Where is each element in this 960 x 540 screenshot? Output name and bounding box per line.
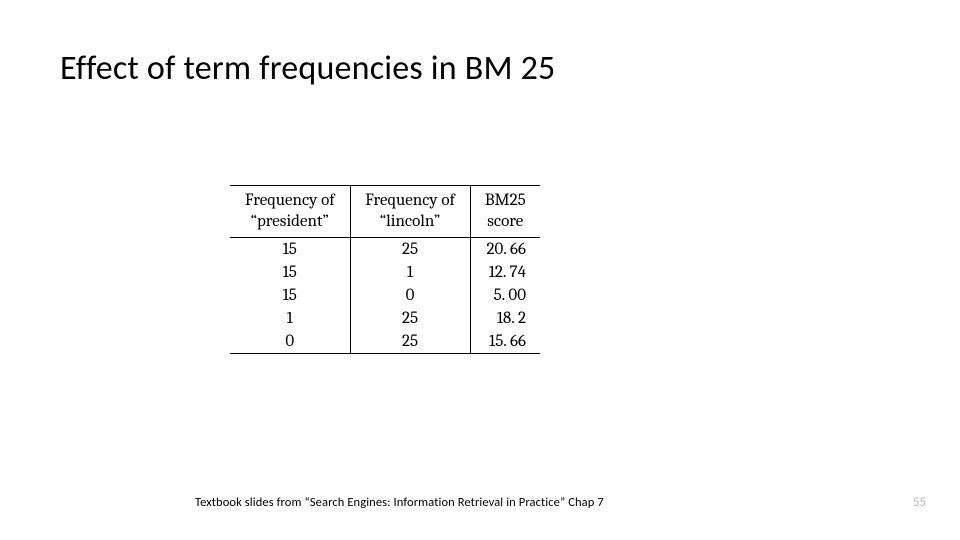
cell-score: 18. 2	[470, 307, 540, 330]
cell-lincoln: 0	[350, 284, 470, 307]
col-header-president: Frequency of “president”	[230, 186, 350, 238]
cell-score: 15. 66	[470, 330, 540, 354]
col-header-score-line1: BM25	[481, 190, 531, 211]
col-header-president-line1: Frequency of	[240, 190, 340, 211]
cell-president: 0	[230, 330, 350, 354]
table-row: 15 25 20. 66	[230, 237, 540, 261]
cell-lincoln: 1	[350, 261, 470, 284]
page-number: 55	[913, 495, 926, 510]
cell-score: 5. 00	[470, 284, 540, 307]
table-row: 0 25 15. 66	[230, 330, 540, 354]
table-row: 15 1 12. 74	[230, 261, 540, 284]
slide: Effect of term frequencies in BM 25 Freq…	[0, 0, 960, 540]
cell-lincoln: 25	[350, 330, 470, 354]
col-header-lincoln: Frequency of “lincoln”	[350, 186, 470, 238]
footer-citation: Textbook slides from “Search Engines: In…	[195, 495, 604, 510]
col-header-lincoln-line2: “lincoln”	[361, 211, 460, 232]
cell-score: 20. 66	[470, 237, 540, 261]
slide-title: Effect of term frequencies in BM 25	[60, 48, 555, 89]
col-header-score: BM25 score	[470, 186, 540, 238]
table-header-row: Frequency of “president” Frequency of “l…	[230, 186, 540, 238]
bm25-table: Frequency of “president” Frequency of “l…	[230, 185, 540, 354]
col-header-score-line2: score	[481, 211, 531, 232]
cell-president: 15	[230, 261, 350, 284]
cell-lincoln: 25	[350, 237, 470, 261]
table: Frequency of “president” Frequency of “l…	[230, 185, 540, 354]
cell-president: 1	[230, 307, 350, 330]
cell-president: 15	[230, 237, 350, 261]
col-header-lincoln-line1: Frequency of	[361, 190, 460, 211]
col-header-president-line2: “president”	[240, 211, 340, 232]
cell-president: 15	[230, 284, 350, 307]
cell-score: 12. 74	[470, 261, 540, 284]
cell-lincoln: 25	[350, 307, 470, 330]
table-row: 15 0 5. 00	[230, 284, 540, 307]
table-row: 1 25 18. 2	[230, 307, 540, 330]
